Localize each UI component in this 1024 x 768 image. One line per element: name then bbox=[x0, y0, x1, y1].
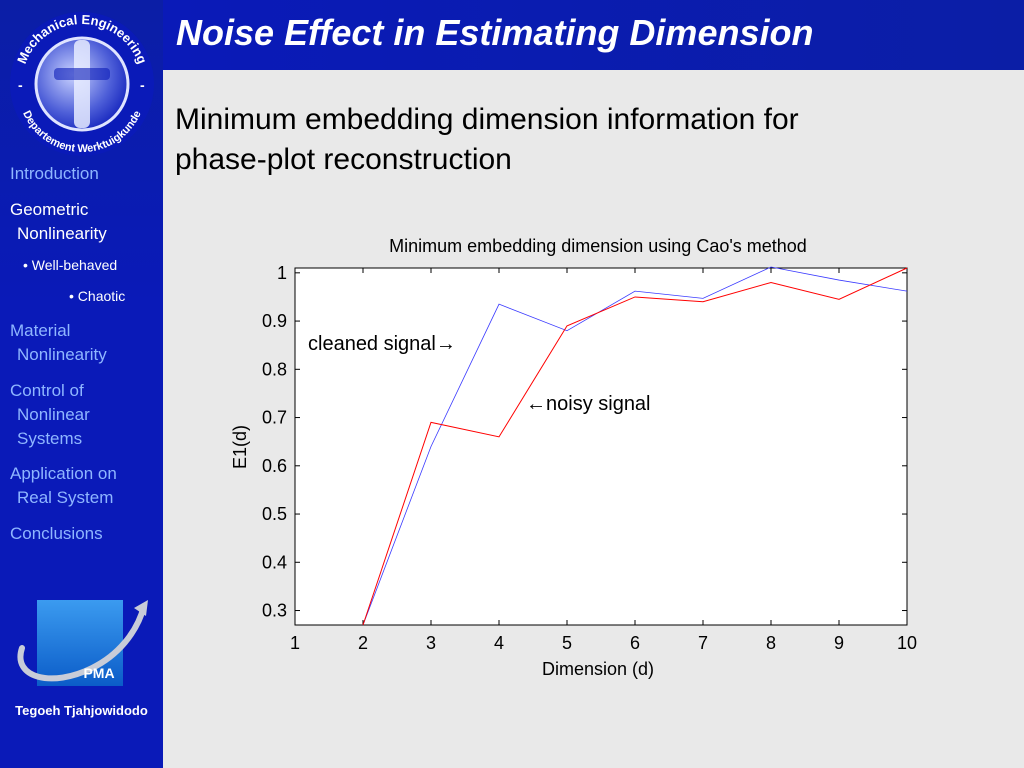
nav-control-nonlinear-systems[interactable]: Control of Nonlinear Systems bbox=[10, 379, 90, 451]
heading-line1: Minimum embedding dimension information … bbox=[175, 103, 799, 136]
x-tick-label: 8 bbox=[766, 633, 776, 653]
y-tick-label: 0.3 bbox=[262, 601, 287, 621]
nav-geometric-line1: Geometric bbox=[10, 200, 89, 219]
nav-application-real-system[interactable]: Application on Real System bbox=[10, 462, 117, 510]
nav-application-line2: Real System bbox=[17, 488, 114, 507]
university-logo: Mechanical Engineering Departement Werkt… bbox=[10, 12, 154, 156]
plot-area bbox=[294, 267, 908, 626]
series-line-cleaned bbox=[362, 266, 908, 626]
nav-chaotic[interactable]: • Chaotic bbox=[69, 288, 126, 304]
nav-conclusions-label: Conclusions bbox=[10, 524, 103, 543]
pma-logo: PMA bbox=[17, 600, 148, 686]
pma-label: PMA bbox=[83, 665, 114, 681]
series-line-noisy bbox=[362, 267, 908, 626]
nav-introduction-label: Introduction bbox=[10, 164, 99, 183]
nav-introduction[interactable]: Introduction bbox=[10, 162, 99, 186]
y-tick-label: 0.8 bbox=[262, 359, 287, 379]
y-tick-label: 0.5 bbox=[262, 504, 287, 524]
nav-well-behaved[interactable]: • Well-behaved bbox=[23, 257, 118, 273]
x-axis-label: Dimension (d) bbox=[542, 659, 654, 679]
x-tick-label: 2 bbox=[358, 633, 368, 653]
heading-line2: phase-plot reconstruction bbox=[175, 143, 512, 176]
nav-control-line3: Systems bbox=[17, 429, 83, 448]
y-axis-label: E1(d) bbox=[230, 425, 250, 469]
nav-control-line2: Nonlinear bbox=[17, 405, 90, 424]
x-tick-label: 7 bbox=[698, 633, 708, 653]
x-tick-label: 1 bbox=[290, 633, 300, 653]
slide-heading: Minimum embedding dimension information … bbox=[175, 100, 975, 180]
nav-material-line2: Nonlinearity bbox=[17, 345, 107, 364]
y-tick-label: 0.7 bbox=[262, 408, 287, 428]
title-bar bbox=[163, 0, 1024, 70]
y-tick-label: 0.6 bbox=[262, 456, 287, 476]
y-tick-label: 0.4 bbox=[262, 552, 287, 572]
nav-control-line1: Control of bbox=[10, 381, 84, 400]
x-tick-label: 3 bbox=[426, 633, 436, 653]
annotation-noisy-signal: ←noisy signal bbox=[526, 393, 651, 415]
nav-geometric-nonlinearity[interactable]: Geometric Nonlinearity bbox=[10, 198, 107, 246]
author-name: Tegoeh Tjahjowidodo bbox=[15, 703, 148, 718]
logo-dash-left: - bbox=[18, 77, 23, 93]
annotation-cleaned-signal: cleaned signal→ bbox=[308, 333, 456, 355]
x-tick-label: 10 bbox=[897, 633, 917, 653]
nav-conclusions[interactable]: Conclusions bbox=[10, 522, 103, 546]
x-tick-label: 9 bbox=[834, 633, 844, 653]
x-tick-label: 5 bbox=[562, 633, 572, 653]
nav-geometric-line2: Nonlinearity bbox=[17, 224, 107, 243]
chart-title: Minimum embedding dimension using Cao's … bbox=[389, 236, 807, 256]
y-tick-label: 0.9 bbox=[262, 311, 287, 331]
x-tick-label: 6 bbox=[630, 633, 640, 653]
slide-title: Noise Effect in Estimating Dimension bbox=[176, 12, 814, 53]
y-tick-label: 1 bbox=[277, 263, 287, 283]
nav-material-line1: Material bbox=[10, 321, 71, 340]
nav-application-line1: Application on bbox=[10, 464, 117, 483]
nav-material-nonlinearity[interactable]: Material Nonlinearity bbox=[10, 319, 107, 367]
x-tick-label: 4 bbox=[494, 633, 504, 653]
cao-method-chart: Minimum embedding dimension using Cao's … bbox=[230, 236, 917, 679]
logo-dash-right: - bbox=[140, 77, 145, 93]
